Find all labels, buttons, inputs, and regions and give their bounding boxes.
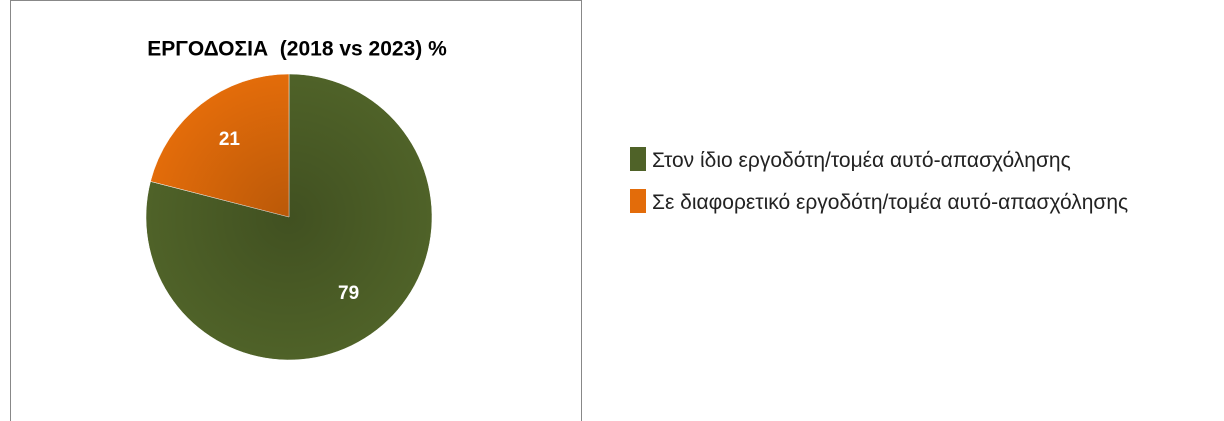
legend-swatch (630, 147, 646, 171)
legend: Στον ίδιο εργοδότη/τομέα αυτό-απασχόληση… (608, 140, 1220, 224)
chart: ΕΡΓΟΔΟΣΙΑ (2018 vs 2023) % 79 21 (145, 38, 447, 361)
chart-frame (10, 0, 582, 421)
data-label: 79 (338, 283, 359, 304)
legend-entry: Σε διαφορετικό εργοδότη/τομέα αυτό-απασχ… (608, 182, 1220, 224)
data-label: 21 (219, 129, 241, 150)
legend-entry: Στον ίδιο εργοδότη/τομέα αυτό-απασχόληση… (608, 140, 1220, 182)
legend-label: Στον ίδιο εργοδότη/τομέα αυτό-απασχόληση… (652, 149, 1071, 172)
chart-title: ΕΡΓΟΔΟΣΙΑ (2018 vs 2023) % (147, 38, 447, 61)
pie (145, 73, 433, 361)
legend-swatch (630, 189, 646, 213)
legend-label: Σε διαφορετικό εργοδότη/τομέα αυτό-απασχ… (652, 191, 1129, 214)
